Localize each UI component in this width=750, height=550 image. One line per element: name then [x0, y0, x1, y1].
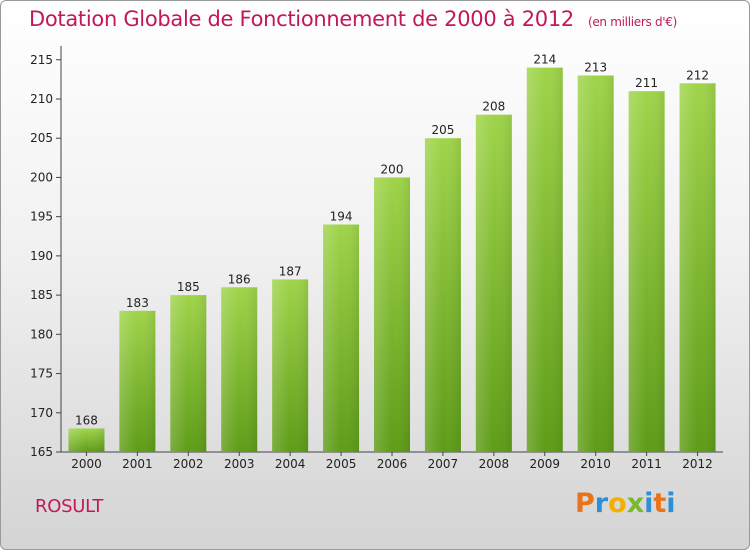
y-tick-label: 195	[30, 210, 53, 224]
logo-letter: i	[666, 488, 676, 519]
y-tick-label: 215	[30, 53, 53, 67]
x-tick-label: 2008	[479, 457, 510, 471]
y-tick-label: 170	[30, 406, 53, 420]
bar-value-label: 211	[635, 76, 658, 90]
bar-shading	[221, 287, 258, 452]
logo-letter: P	[575, 488, 595, 519]
bar-value-label: 168	[75, 413, 98, 427]
bar-value-label: 185	[177, 280, 200, 294]
bar-shading	[374, 177, 410, 452]
bar-value-label: 208	[482, 100, 505, 114]
logo-letter: r	[594, 488, 609, 519]
y-tick-label: 190	[30, 249, 53, 263]
y-tick-label: 210	[30, 92, 53, 106]
chart-subtitle: (en milliers d'€)	[587, 15, 677, 29]
x-tick-label: 2011	[631, 457, 662, 471]
bar-value-label: 200	[381, 162, 404, 176]
bar-shading	[577, 75, 614, 453]
y-tick-label: 185	[30, 288, 53, 302]
x-tick-label: 2002	[173, 457, 204, 471]
chart-title: Dotation Globale de Fonctionnement de 20…	[29, 7, 677, 31]
y-tick-label: 205	[30, 131, 53, 145]
logo-letter: i	[644, 488, 654, 519]
bar-shading	[119, 310, 156, 452]
x-tick-label: 2005	[326, 457, 357, 471]
bar-value-label: 187	[279, 264, 302, 278]
bar-shading	[526, 67, 563, 453]
bar-value-label: 205	[431, 123, 454, 137]
x-tick-label: 2012	[682, 457, 713, 471]
bar-shading	[323, 224, 360, 452]
chart-title-text: Dotation Globale de Fonctionnement de 20…	[29, 7, 574, 31]
bar-value-label: 194	[330, 210, 353, 224]
bar-shading	[272, 279, 309, 452]
logo-letter: x	[626, 488, 645, 519]
x-tick-label: 2010	[580, 457, 611, 471]
bar-value-label: 183	[126, 296, 149, 310]
bar-shading	[424, 138, 461, 452]
x-tick-label: 2007	[428, 457, 459, 471]
bar-shading	[628, 91, 665, 452]
x-tick-label: 2000	[71, 457, 102, 471]
x-tick-label: 2006	[377, 457, 408, 471]
x-tick-label: 2001	[122, 457, 153, 471]
x-tick-label: 2004	[275, 457, 306, 471]
proxiti-logo: Proxiti	[575, 488, 676, 519]
logo-letter: t	[653, 488, 667, 519]
bar-value-label: 214	[533, 53, 556, 67]
bar-shading	[475, 114, 512, 452]
y-tick-label: 165	[30, 445, 53, 459]
bar-shading	[679, 83, 716, 453]
y-tick-label: 200	[30, 170, 53, 184]
bar-value-label: 213	[584, 60, 607, 74]
logo-letter: o	[608, 488, 627, 519]
y-tick-label: 180	[30, 327, 53, 341]
bar-shading	[170, 295, 207, 452]
x-tick-label: 2009	[529, 457, 560, 471]
y-tick-label: 175	[30, 367, 53, 381]
commune-name: ROSULT	[35, 496, 104, 517]
bar-value-label: 212	[686, 68, 709, 82]
bar-value-label: 186	[228, 272, 251, 286]
bar-shading	[68, 428, 105, 452]
x-tick-label: 2003	[224, 457, 255, 471]
